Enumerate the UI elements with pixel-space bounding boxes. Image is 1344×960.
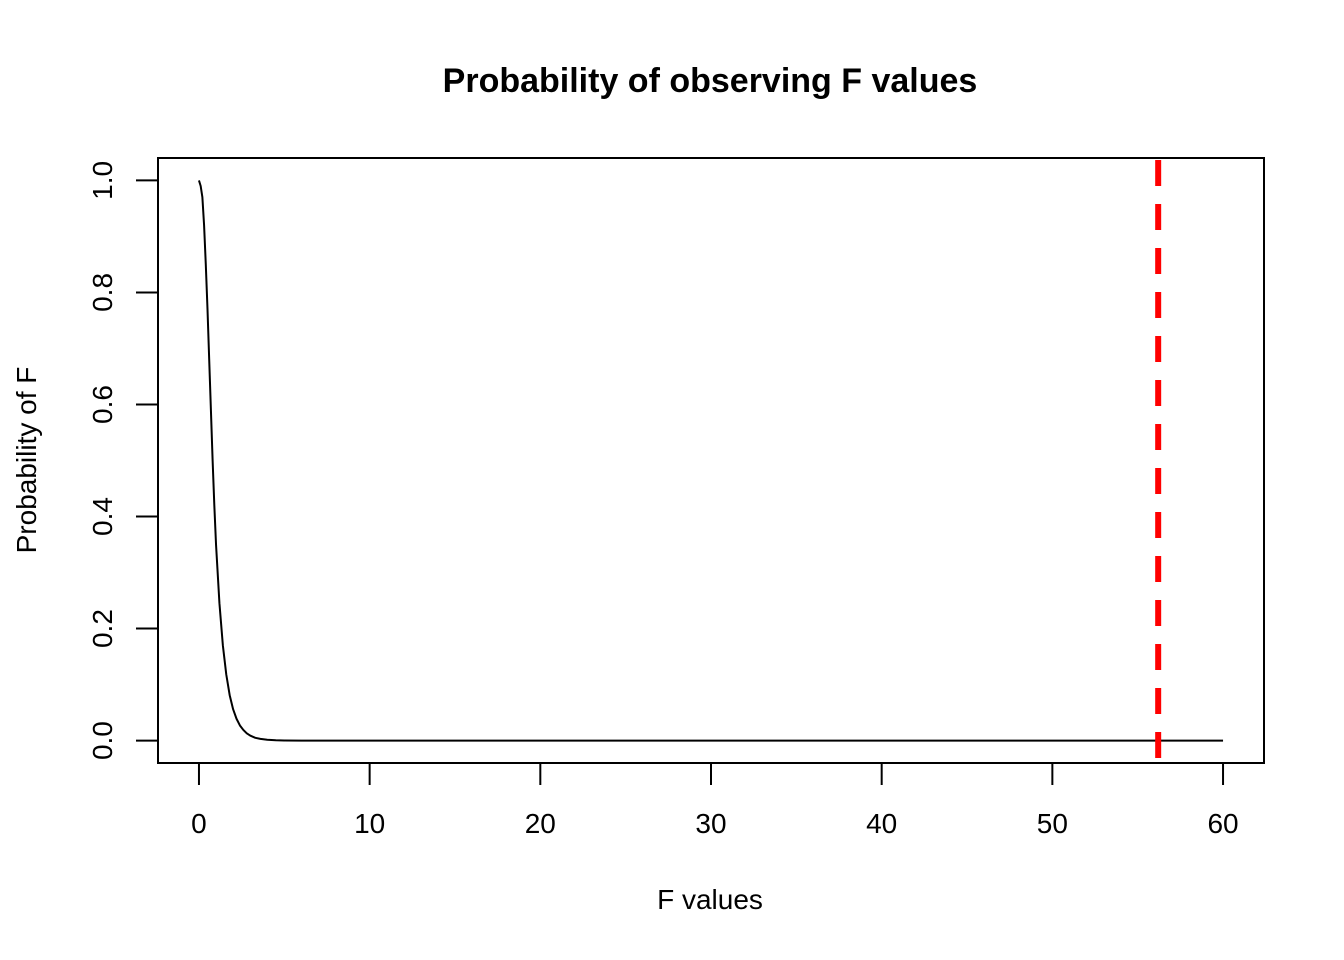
x-axis-label: F values xyxy=(657,884,763,915)
y-tick-label: 0.4 xyxy=(87,497,118,536)
x-tick-label: 20 xyxy=(525,808,556,839)
x-axis: 0 10 20 30 40 50 60 xyxy=(191,762,1239,839)
x-tick-label: 50 xyxy=(1037,808,1068,839)
x-tick-label: 60 xyxy=(1207,808,1238,839)
y-axis: 0.0 0.2 0.4 0.6 0.8 1.0 xyxy=(87,161,159,760)
y-tick-label: 0.2 xyxy=(87,609,118,648)
y-tick-label: 0.8 xyxy=(87,273,118,312)
x-tick-label: 40 xyxy=(866,808,897,839)
series-line xyxy=(198,180,1224,742)
x-tick-label: 30 xyxy=(695,808,726,839)
y-tick-label: 0.0 xyxy=(87,721,118,760)
y-tick-label: 0.6 xyxy=(87,385,118,424)
plot-content xyxy=(198,160,1224,762)
plot-frame xyxy=(157,157,1265,764)
x-tick-label: 0 xyxy=(191,808,207,839)
y-tick-label: 1.0 xyxy=(87,161,118,200)
x-tick-label: 10 xyxy=(354,808,385,839)
y-axis-label: Probability of F xyxy=(11,367,42,554)
chart-title: Probability of observing F values xyxy=(443,62,978,100)
